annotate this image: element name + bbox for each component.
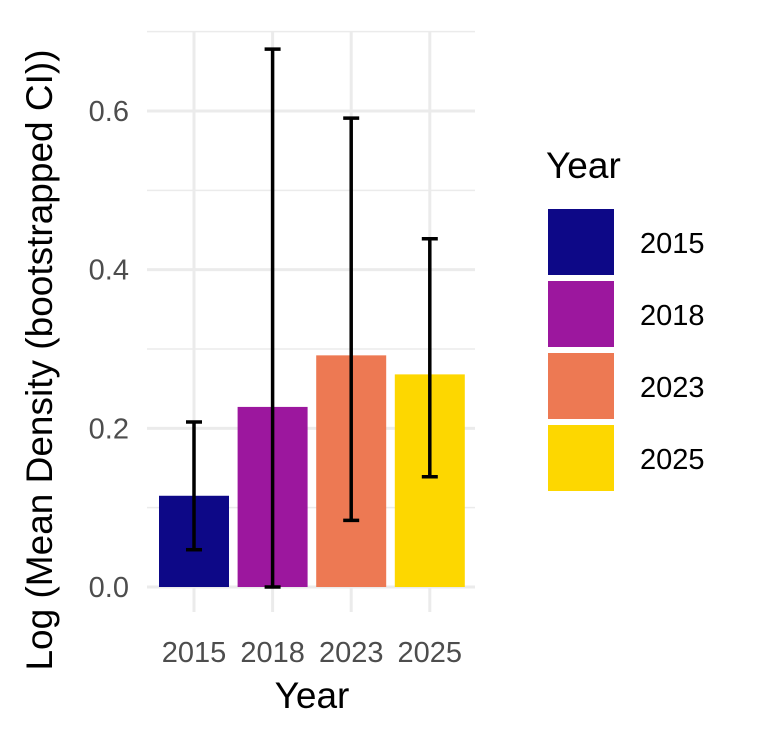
- legend-item-2023: 2023: [548, 353, 705, 419]
- y-tick-label: 0.6: [89, 96, 129, 128]
- legend-label: 2015: [640, 228, 705, 260]
- legend-swatch: [548, 353, 614, 419]
- legend-swatch: [548, 281, 614, 347]
- x-tick-label: 2023: [319, 637, 384, 669]
- error-bar-2018: [264, 47, 281, 589]
- y-tick-label: 0.2: [89, 413, 129, 445]
- error-bar-2015: [186, 420, 202, 552]
- legend-item-2025: 2025: [548, 425, 705, 491]
- legend-label: 2018: [640, 300, 705, 332]
- legend: Year 2015 2018 2023 2025: [546, 145, 705, 491]
- x-axis-title: Year: [275, 675, 350, 716]
- error-bar-2023: [343, 116, 360, 523]
- legend-label: 2025: [640, 444, 705, 476]
- legend-title: Year: [546, 145, 621, 186]
- x-tick-label: 2025: [398, 637, 463, 669]
- x-axis-ticks: 2015 2018 2023 2025: [162, 637, 462, 669]
- y-tick-label: 0.0: [89, 572, 129, 604]
- bars: [159, 355, 465, 587]
- error-bar-2025: [421, 236, 438, 479]
- x-tick-label: 2015: [162, 637, 227, 669]
- error-bars: [186, 47, 438, 589]
- legend-item-2015: 2015: [548, 209, 705, 275]
- legend-label: 2023: [640, 372, 705, 404]
- y-axis-ticks: 0.0 0.2 0.4 0.6: [89, 96, 129, 604]
- y-axis-title: Log (Mean Density (bootstrapped CI)): [19, 49, 60, 670]
- x-tick-label: 2018: [240, 637, 305, 669]
- legend-item-2018: 2018: [548, 281, 705, 347]
- legend-swatch: [548, 425, 614, 491]
- y-tick-label: 0.4: [89, 255, 129, 287]
- legend-swatch: [548, 209, 614, 275]
